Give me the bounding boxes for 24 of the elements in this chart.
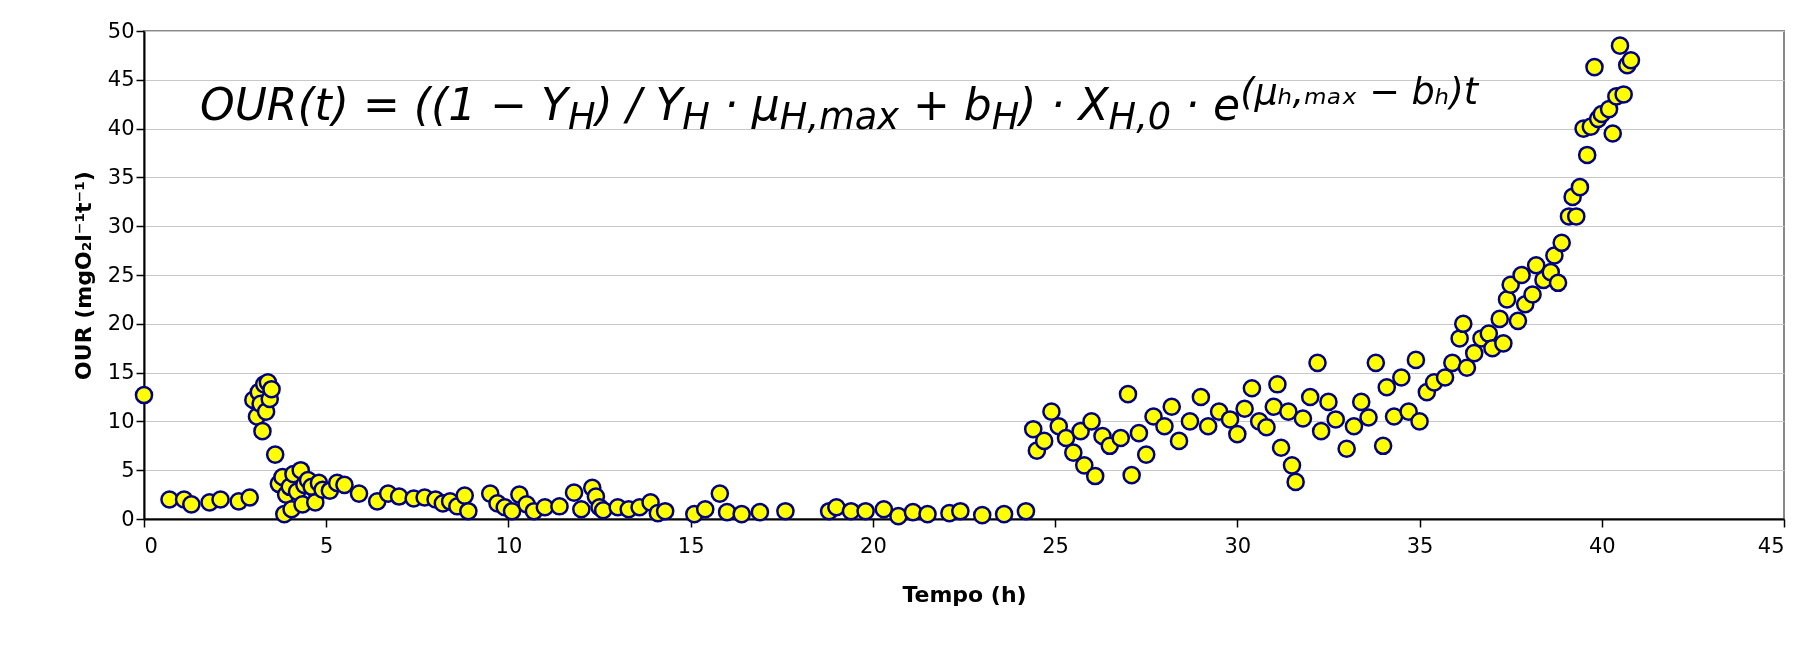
x-tick-label: 15 (677, 533, 705, 558)
y-tick-label: 15 (107, 360, 135, 385)
text: OUR(t) = ((1 − Y$_{H}$) / Y$_{H}$ · μ$_{H,max}$ + b$_{H}$) · X$_{H,0}$ · e$^{(μₕ,ₘₐₓ − bₕ)t}$ (200, 70, 1479, 139)
x-tick-label: 30 (1224, 533, 1252, 558)
y-tick-label: 10 (107, 408, 135, 433)
x-tick-label: 5 (320, 533, 334, 558)
y-tick-label: 30 (107, 213, 135, 238)
x-tick-label: 0 (144, 533, 158, 558)
y-tick-label: 5 (121, 457, 135, 482)
x-tick-label: 35 (1406, 533, 1434, 558)
y-tick-label: 50 (107, 18, 135, 43)
x-axis-title: Tempo (h) (902, 581, 1027, 607)
y-axis-title: OUR (mgO₂l⁻¹t⁻¹) (70, 171, 96, 380)
x-tick-label: 25 (1042, 533, 1069, 558)
x-tick-label: 40 (1588, 533, 1616, 558)
y-tick-label: 0 (121, 506, 135, 531)
y-tick-label: 35 (107, 164, 135, 189)
x-tick-label: 10 (495, 533, 523, 558)
y-tick-label: 45 (107, 67, 135, 92)
y-tick-label: 20 (107, 311, 135, 336)
y-tick-label: 25 (107, 262, 135, 287)
x-tick-label: 45 (1757, 533, 1785, 558)
y-tick-label: 40 (107, 116, 135, 141)
x-tick-label: 20 (860, 533, 887, 558)
